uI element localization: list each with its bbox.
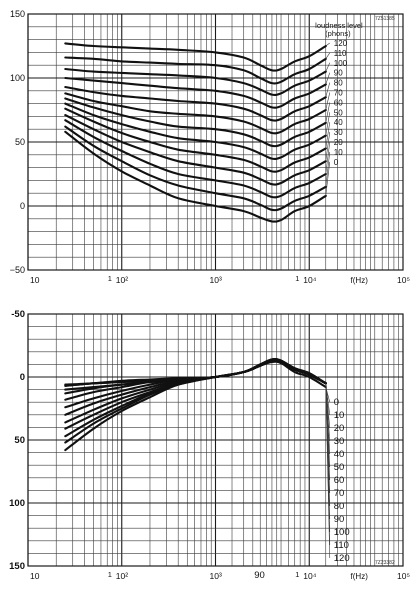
contour-label-leader	[325, 122, 331, 149]
contour-label-50: 50	[334, 108, 343, 117]
contour-line-120	[64, 42, 327, 72]
contour-line-70	[64, 92, 327, 135]
x-tick-minor-mark: 1	[108, 274, 112, 283]
contour-label-110: 110	[334, 49, 347, 58]
contour-label-leader	[325, 141, 331, 175]
contour-line-30	[64, 114, 327, 186]
y-tick-label: 0	[20, 201, 25, 211]
contour-label-120: 120	[334, 39, 348, 48]
contour-label-leader	[325, 132, 331, 162]
plot-frame	[27, 313, 404, 567]
figure-reference-number: 7Z51385	[375, 16, 395, 22]
contour-label-70: 70	[334, 488, 345, 499]
contour-line-20	[64, 359, 327, 438]
contour-label-0: 0	[334, 158, 339, 167]
y-tick-label: −50	[10, 265, 25, 275]
y-tick-label: 0	[20, 372, 25, 383]
contour-line-40	[64, 359, 327, 424]
contour-label-leader	[325, 161, 331, 196]
x-tick-minor-mark: 1	[108, 570, 112, 579]
figure-reference-number: 7Z23382	[375, 560, 395, 566]
x-tick-label: 10⁴	[303, 275, 316, 285]
contour-label-60: 60	[334, 475, 345, 486]
legend-title: loudness level	[315, 21, 363, 30]
x-tick-label: 10⁵	[397, 571, 410, 581]
contour-label-leader	[325, 52, 331, 59]
x-tick-label: 10³	[210, 275, 222, 285]
contour-line-20	[64, 119, 327, 199]
contour-label-leader	[325, 62, 331, 72]
contour-line-50	[64, 102, 327, 160]
contour-label-120: 120	[334, 553, 350, 564]
contour-label-20: 20	[334, 138, 343, 147]
contour-label-leader	[325, 92, 331, 111]
contour-label-40: 40	[334, 449, 345, 460]
contour-line-40	[64, 107, 327, 173]
contour-line-60	[64, 97, 327, 148]
y-tick-label: 100	[9, 498, 25, 509]
x-axis-label: f(Hz)	[351, 572, 369, 581]
contour-label-80: 80	[334, 79, 343, 88]
contour-label-90: 90	[334, 514, 345, 525]
y-tick-label: 150	[10, 9, 25, 19]
contour-label-leader	[325, 42, 330, 47]
contour-label-10: 10	[334, 148, 343, 157]
legend-subtitle: (phons)	[325, 29, 351, 38]
contour-label-10: 10	[334, 410, 345, 421]
contour-label-60: 60	[334, 98, 343, 107]
x-tick-label: 10	[30, 275, 40, 285]
contour-label-leader	[325, 82, 331, 98]
contour-label-100: 100	[334, 527, 350, 538]
contour-label-0: 0	[334, 397, 339, 408]
contour-label-30: 30	[334, 436, 345, 447]
y-tick-label: 150	[9, 561, 25, 572]
contour-line-110	[64, 56, 327, 85]
contour-label-leader	[325, 112, 331, 136]
contour-label-leader	[325, 72, 331, 85]
contour-line-120	[64, 358, 327, 387]
contour-label-90: 90	[334, 69, 343, 78]
y-tick-label: -50	[11, 309, 25, 320]
contour-label-30: 30	[334, 128, 343, 137]
plot-frame	[27, 13, 404, 271]
contour-label-20: 20	[334, 423, 345, 434]
contour-label-leader	[325, 383, 331, 559]
y-tick-label: 50	[14, 435, 25, 446]
y-tick-label: 100	[10, 73, 25, 83]
contour-line-10	[64, 125, 327, 212]
x-tick-label: 10⁵	[397, 275, 410, 285]
contour-line-80	[64, 85, 327, 122]
x-tick-label: 10⁴	[303, 571, 316, 581]
contour-label-leader	[325, 151, 331, 187]
contour-label-leader	[325, 102, 331, 123]
contour-label-50: 50	[334, 462, 345, 473]
y-tick-label: 50	[15, 137, 25, 147]
x-tick-label: 10³	[210, 571, 222, 581]
contour-label-100: 100	[334, 59, 348, 68]
contour-label-70: 70	[334, 89, 343, 98]
contour-label-80: 80	[334, 501, 345, 512]
x-tick-minor-mark: 1	[295, 570, 299, 579]
x-tick-label: 10²	[116, 571, 128, 581]
x-tick-label: 10	[30, 571, 40, 581]
contour-line-100	[64, 67, 327, 96]
x-axis-label: f(Hz)	[351, 276, 369, 285]
x-tick-minor-mark: 1	[295, 274, 299, 283]
contour-line-90	[64, 76, 327, 109]
contour-line-0	[64, 130, 327, 223]
contour-label-40: 40	[334, 118, 343, 127]
x-tick-label: 10²	[116, 275, 128, 285]
contour-line-10	[64, 359, 327, 444]
contour-label-110: 110	[334, 540, 349, 551]
bottom-axis-annotation: 90	[254, 570, 265, 581]
